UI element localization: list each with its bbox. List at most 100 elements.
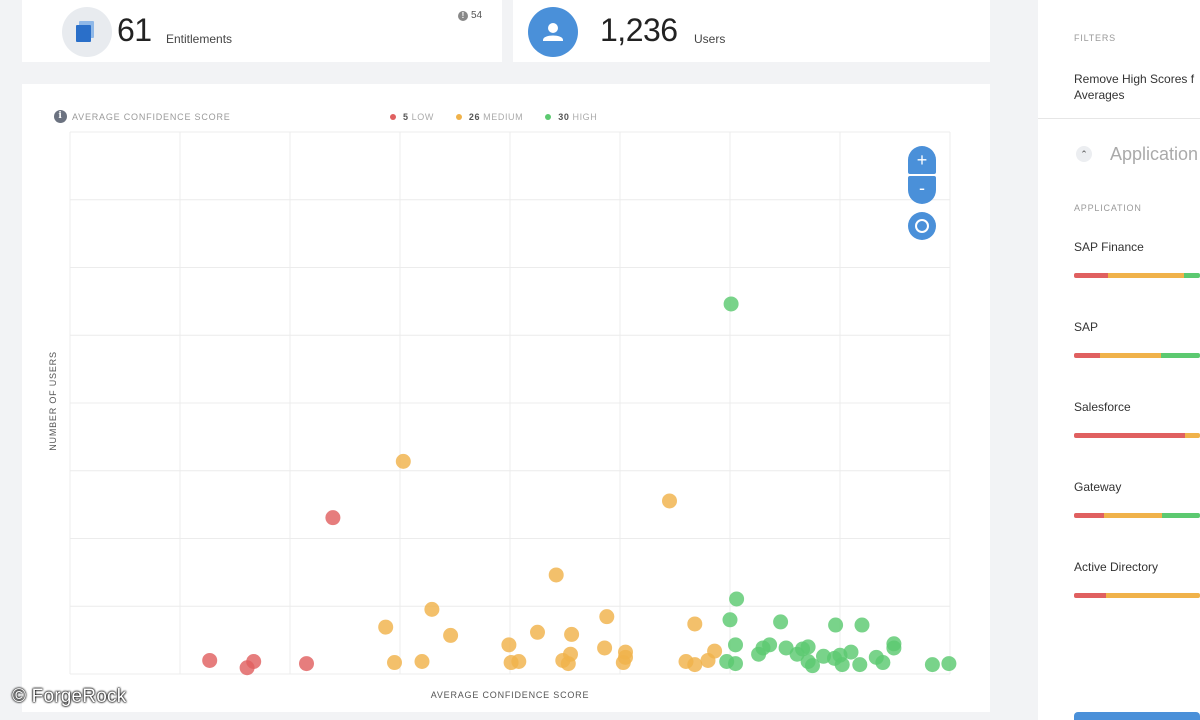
data-point-medium[interactable] xyxy=(414,653,430,669)
data-point-medium[interactable] xyxy=(387,655,402,671)
data-point-low[interactable] xyxy=(325,510,341,526)
data-point-low[interactable] xyxy=(246,653,262,669)
filter-option-line2: Averages xyxy=(1074,88,1125,102)
data-point-medium[interactable] xyxy=(662,493,677,509)
x-axis-title: AVERAGE CONFIDENCE SCORE xyxy=(430,690,590,700)
series-high xyxy=(719,296,957,674)
data-point-medium[interactable] xyxy=(687,657,703,673)
entitlements-card[interactable]: 61 Entitlements ! 54 xyxy=(22,0,502,62)
application-row[interactable]: SAP Finance xyxy=(1074,240,1200,278)
apply-button[interactable] xyxy=(1074,712,1200,720)
legend-label: MEDIUM xyxy=(483,112,524,122)
data-point-medium[interactable] xyxy=(597,640,613,656)
entitlements-icon xyxy=(62,7,112,57)
medium-segment xyxy=(1100,353,1161,358)
application-row[interactable]: Active Directory xyxy=(1074,560,1200,598)
legend-dot xyxy=(390,114,396,120)
score-distribution-bar xyxy=(1074,433,1200,438)
divider xyxy=(1038,118,1200,119)
application-row[interactable]: Salesforce xyxy=(1074,400,1200,438)
high-segment xyxy=(1160,353,1200,358)
application-row[interactable]: Gateway xyxy=(1074,480,1200,518)
users-card[interactable]: 1,236 Users xyxy=(513,0,990,62)
data-point-medium[interactable] xyxy=(530,624,545,640)
filters-heading: FILTERS xyxy=(1074,33,1116,43)
data-point-high[interactable] xyxy=(722,612,738,628)
legend-item-low[interactable]: 5 LOW xyxy=(390,112,434,122)
data-point-high[interactable] xyxy=(728,656,743,672)
filter-option[interactable]: Remove High Scores f Averages xyxy=(1074,71,1200,103)
scatter-plot[interactable] xyxy=(22,84,990,712)
application-name: Active Directory xyxy=(1074,560,1159,574)
data-point-medium[interactable] xyxy=(378,619,394,635)
data-point-high[interactable] xyxy=(773,614,789,630)
data-point-medium[interactable] xyxy=(599,609,615,625)
data-point-medium[interactable] xyxy=(501,637,517,653)
data-point-high[interactable] xyxy=(800,639,816,655)
chevron-up-icon[interactable]: ⌃ xyxy=(1076,146,1092,162)
application-name: Gateway xyxy=(1074,480,1122,494)
legend-dot xyxy=(545,114,552,120)
data-point-high[interactable] xyxy=(728,637,743,653)
entitlements-label: Entitlements xyxy=(166,32,233,46)
low-segment xyxy=(1074,353,1101,358)
data-point-medium[interactable] xyxy=(563,646,578,662)
grid xyxy=(69,131,951,675)
application-column-heading: APPLICATION xyxy=(1074,203,1142,213)
legend-count: 5 xyxy=(403,112,409,122)
alert-icon: ! xyxy=(458,10,468,21)
filter-option-line1: Remove High Scores f xyxy=(1074,72,1195,86)
application-section-title[interactable]: Application xyxy=(1110,144,1199,164)
data-point-high[interactable] xyxy=(834,657,850,673)
data-point-medium[interactable] xyxy=(511,653,527,669)
legend-item-high[interactable]: 30 HIGH xyxy=(545,112,597,122)
legend-count: 26 xyxy=(468,112,481,122)
info-icon[interactable]: i xyxy=(54,110,67,123)
data-point-low[interactable] xyxy=(202,652,218,668)
legend-label: LOW xyxy=(411,112,434,122)
y-axis-title: NUMBER OF USERS xyxy=(48,351,58,451)
legend-dot xyxy=(455,114,462,120)
low-segment xyxy=(1074,513,1105,518)
medium-segment xyxy=(1108,273,1184,278)
user-icon xyxy=(528,7,578,57)
score-distribution-bar xyxy=(1074,353,1200,358)
score-distribution-bar xyxy=(1074,513,1200,518)
data-point-high[interactable] xyxy=(729,591,745,607)
data-point-high[interactable] xyxy=(778,640,794,656)
data-point-high[interactable] xyxy=(828,617,844,633)
data-point-medium[interactable] xyxy=(687,616,703,632)
data-point-medium[interactable] xyxy=(564,626,580,642)
data-point-high[interactable] xyxy=(805,658,820,674)
data-point-high[interactable] xyxy=(723,296,739,312)
application-name: SAP xyxy=(1074,320,1099,334)
data-point-high[interactable] xyxy=(843,644,859,660)
data-point-high[interactable] xyxy=(886,640,902,656)
data-point-high[interactable] xyxy=(762,637,778,653)
application-row[interactable]: SAP xyxy=(1074,320,1200,358)
data-point-medium[interactable] xyxy=(395,453,411,469)
entitlements-alert-badge[interactable]: ! 54 xyxy=(458,10,482,21)
data-point-low[interactable] xyxy=(299,656,314,672)
data-point-medium[interactable] xyxy=(707,643,723,659)
zoom-in-button[interactable]: + xyxy=(908,146,936,174)
legend-item-medium[interactable]: 26 MEDIUM xyxy=(455,112,524,122)
data-point-medium[interactable] xyxy=(443,627,459,643)
data-point-medium[interactable] xyxy=(618,644,633,660)
zoom-out-button[interactable]: - xyxy=(908,176,936,204)
low-segment xyxy=(1074,273,1109,278)
data-point-high[interactable] xyxy=(924,657,940,673)
data-point-high[interactable] xyxy=(852,657,868,673)
zoom-reset-button[interactable] xyxy=(908,212,936,240)
application-name: Salesforce xyxy=(1074,400,1131,414)
data-point-medium[interactable] xyxy=(424,601,440,617)
legend-label: HIGH xyxy=(572,112,598,122)
medium-segment xyxy=(1105,593,1200,598)
watermark: © ForgeRock xyxy=(12,686,127,707)
chart-legend: 5 LOW 26 MEDIUM 30 HIGH xyxy=(390,112,597,122)
data-point-high[interactable] xyxy=(941,656,957,672)
data-point-high[interactable] xyxy=(854,617,870,633)
data-point-medium[interactable] xyxy=(548,567,564,583)
data-point-high[interactable] xyxy=(875,655,891,671)
legend-count: 30 xyxy=(558,112,570,122)
